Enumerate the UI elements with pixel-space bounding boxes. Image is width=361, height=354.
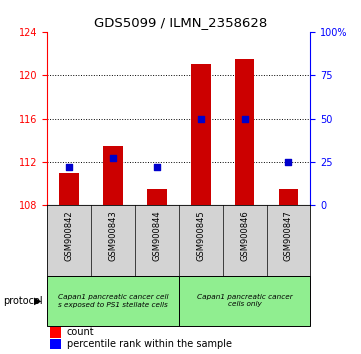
Bar [235, 59, 255, 205]
Text: ▶: ▶ [34, 296, 42, 306]
Bar [59, 173, 79, 205]
Point [66, 164, 72, 170]
Text: GSM900844: GSM900844 [152, 210, 161, 261]
Text: Capan1 pancreatic cancer cell
s exposed to PS1 stellate cells: Capan1 pancreatic cancer cell s exposed … [57, 294, 168, 308]
Text: percentile rank within the sample: percentile rank within the sample [67, 339, 232, 349]
FancyBboxPatch shape [179, 276, 310, 326]
Text: Capan1 pancreatic cancer
cells only: Capan1 pancreatic cancer cells only [197, 294, 292, 308]
Text: GSM900845: GSM900845 [196, 210, 205, 261]
Point [286, 159, 291, 165]
FancyBboxPatch shape [47, 276, 179, 326]
Text: count: count [67, 327, 94, 337]
Text: GSM900842: GSM900842 [64, 210, 73, 261]
Bar [147, 189, 167, 205]
Text: GDS5099 / ILMN_2358628: GDS5099 / ILMN_2358628 [94, 16, 267, 29]
Bar [49, 327, 61, 338]
Text: GSM900843: GSM900843 [108, 210, 117, 261]
Point [110, 156, 116, 161]
Text: protocol: protocol [4, 296, 43, 306]
Text: GSM900846: GSM900846 [240, 210, 249, 261]
Point [154, 164, 160, 170]
Text: GSM900847: GSM900847 [284, 210, 293, 261]
Bar [49, 339, 61, 349]
Bar [103, 146, 123, 205]
Bar [191, 64, 210, 205]
Bar [279, 189, 299, 205]
Point [198, 116, 204, 121]
Point [242, 116, 248, 121]
